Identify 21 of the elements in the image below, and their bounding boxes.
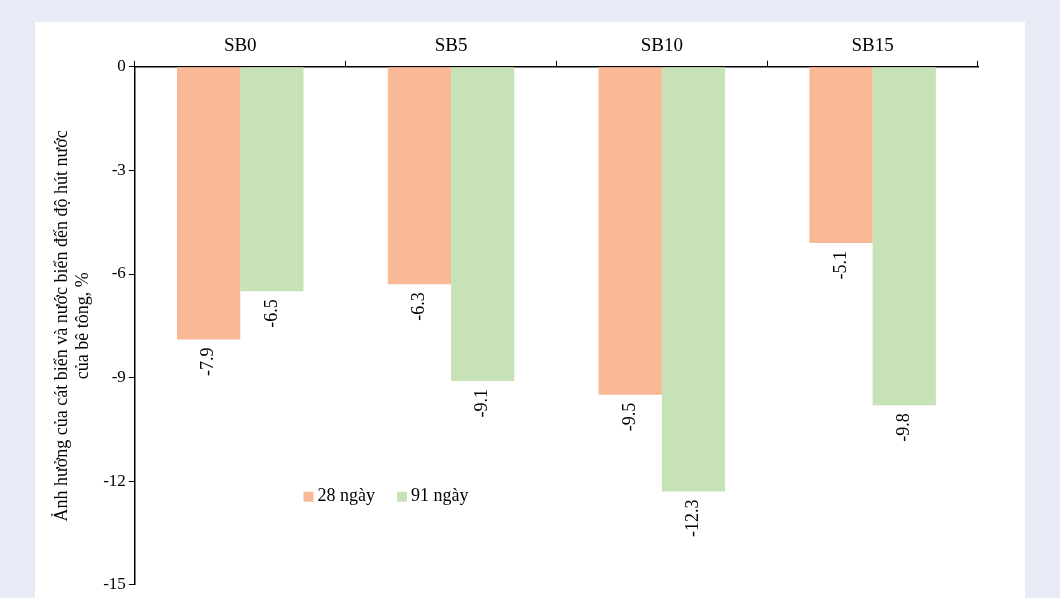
y-tick-label: 0	[117, 56, 126, 76]
data-label: -6.3	[408, 292, 429, 321]
data-label: -5.1	[829, 250, 850, 280]
data-label: -12.3	[682, 499, 703, 538]
x-tick-label: SB0	[223, 34, 257, 56]
x-tick-label: SB5	[434, 34, 468, 56]
y-tick-label: -12	[103, 470, 126, 490]
data-label: -7.9	[197, 347, 218, 377]
y-tick-label: -9	[111, 367, 126, 387]
y-tick-label: -15	[103, 574, 126, 594]
data-label: -6.5	[260, 299, 281, 328]
x-tick-label: SB15	[851, 34, 894, 56]
x-tick-label: SB10	[640, 34, 683, 56]
legend-label: 28 ngày	[317, 485, 375, 506]
data-label: -9.1	[471, 389, 492, 418]
data-label: -9.5	[618, 402, 639, 432]
y-axis-title: Ảnh hưởng của cát biển và nước biển đến độ hút nước của bê tông, %	[50, 130, 93, 522]
data-label: -9.8	[892, 413, 913, 442]
y-tick-label: -6	[111, 263, 126, 283]
legend-label: 91 ngày	[410, 485, 469, 506]
y-tick-label: -3	[111, 159, 126, 179]
